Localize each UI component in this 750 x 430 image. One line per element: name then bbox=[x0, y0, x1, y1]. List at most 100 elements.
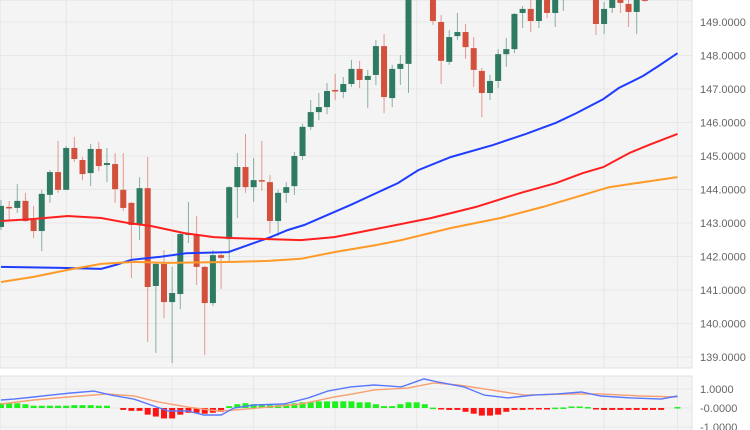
candle-up bbox=[291, 151, 298, 195]
candle-up bbox=[487, 74, 493, 101]
candle-body bbox=[364, 75, 371, 80]
candle-body bbox=[381, 46, 388, 98]
histogram-bar-negative bbox=[478, 408, 485, 416]
candle-up bbox=[38, 189, 45, 252]
candle-body bbox=[95, 148, 102, 167]
candle-body bbox=[348, 68, 355, 84]
candle-up bbox=[169, 266, 176, 364]
candle-up bbox=[495, 49, 502, 88]
histogram-bar-positive bbox=[6, 403, 13, 408]
histogram-bar-positive bbox=[250, 404, 257, 408]
candle-body bbox=[397, 63, 404, 69]
moving-average-line-red bbox=[0, 132, 678, 242]
histogram-bar-positive bbox=[381, 406, 388, 408]
candle-down bbox=[641, 0, 648, 2]
candle-body bbox=[63, 147, 70, 190]
candle-body bbox=[193, 235, 200, 267]
histogram-bar-positive bbox=[55, 405, 62, 408]
candle-up bbox=[315, 93, 322, 121]
histogram-bar-negative bbox=[152, 408, 159, 417]
candle-up bbox=[389, 64, 396, 108]
price-tick-label: 142.0000 bbox=[700, 252, 746, 264]
histogram-bar-negative bbox=[650, 408, 656, 410]
candle-up bbox=[87, 143, 94, 187]
candle-body bbox=[299, 126, 306, 156]
price-tick-label: 141.0000 bbox=[700, 285, 746, 297]
candle-down bbox=[6, 200, 13, 221]
histogram-bar-positive bbox=[560, 407, 567, 409]
histogram-bar-negative bbox=[462, 408, 469, 412]
histogram-bar-negative bbox=[128, 408, 135, 411]
candle-up bbox=[234, 152, 241, 218]
price-tick-label: 139.0000 bbox=[700, 352, 746, 364]
candle-body bbox=[55, 172, 62, 190]
candle-body bbox=[136, 188, 143, 225]
macd-tick-label: 1.0000 bbox=[700, 384, 734, 396]
histogram-bar-positive bbox=[429, 407, 436, 410]
histogram-bar-positive bbox=[332, 401, 339, 408]
candle-body bbox=[266, 182, 273, 221]
histogram-bar-negative bbox=[527, 408, 534, 410]
candle-up bbox=[633, 0, 640, 35]
candle-up bbox=[14, 184, 21, 213]
histogram-bar-negative bbox=[617, 408, 624, 410]
candle-body bbox=[617, 0, 624, 3]
histogram-bar-positive bbox=[79, 405, 86, 408]
histogram-bar-positive bbox=[421, 404, 428, 408]
histogram-bar-positive bbox=[576, 406, 583, 408]
histogram-bar-negative bbox=[185, 408, 192, 413]
candle-body bbox=[275, 192, 282, 221]
histogram-bar-negative bbox=[592, 408, 599, 410]
candle-body bbox=[495, 54, 502, 81]
candle-up bbox=[209, 250, 216, 307]
candle-up bbox=[324, 82, 330, 115]
candle-down bbox=[22, 192, 29, 222]
histogram-bar-positive bbox=[584, 407, 591, 409]
candle-body bbox=[332, 90, 339, 92]
candle-body bbox=[625, 3, 632, 12]
main-panel: 149.0000 148.0000 147.0000 146.0000 145.0000… bbox=[0, 0, 746, 369]
price-tick-label: 148.0000 bbox=[700, 51, 746, 63]
candle-up bbox=[601, 1, 608, 35]
candle-body bbox=[535, 0, 542, 21]
candle-body bbox=[356, 68, 363, 80]
moving-average-lines bbox=[0, 52, 679, 283]
histogram-bar-positive bbox=[568, 406, 575, 408]
candle-down bbox=[356, 60, 363, 88]
candle-body bbox=[79, 160, 86, 175]
histogram-bar-negative bbox=[625, 408, 632, 410]
candle-body bbox=[226, 187, 233, 240]
candle-up bbox=[454, 12, 461, 41]
histogram-bar-positive bbox=[95, 405, 102, 408]
histogram-bar-positive bbox=[397, 404, 404, 408]
histogram-bar-positive bbox=[283, 404, 290, 408]
candle-up bbox=[552, 0, 559, 28]
candle-body bbox=[87, 148, 94, 174]
candle-up bbox=[511, 12, 518, 54]
candle-down bbox=[201, 265, 208, 355]
candle-body bbox=[161, 263, 167, 303]
histogram-bar-positive bbox=[87, 405, 94, 408]
candle-body bbox=[169, 293, 176, 303]
candle-down bbox=[527, 0, 534, 33]
histogram-bar-positive bbox=[364, 402, 371, 408]
candle-body bbox=[22, 200, 29, 221]
price-tick-label: 145.0000 bbox=[700, 151, 746, 163]
candle-up bbox=[152, 262, 159, 353]
candle-up bbox=[364, 69, 371, 109]
histogram-bar-positive bbox=[234, 404, 241, 408]
histogram-bar-negative bbox=[641, 408, 648, 410]
candle-body bbox=[291, 156, 298, 187]
candle-body bbox=[250, 180, 257, 188]
candle-body bbox=[552, 0, 559, 13]
candle-body bbox=[609, 0, 616, 8]
candle-up bbox=[250, 158, 257, 202]
candle-body bbox=[633, 0, 640, 12]
candle-body bbox=[46, 172, 53, 195]
histogram-bar-negative bbox=[535, 408, 542, 410]
candle-body bbox=[283, 187, 290, 193]
histogram-bar-negative bbox=[120, 408, 127, 410]
histogram-bar-negative bbox=[470, 408, 477, 414]
histogram-bar-positive bbox=[30, 405, 37, 408]
histogram-bar-negative bbox=[487, 408, 493, 416]
